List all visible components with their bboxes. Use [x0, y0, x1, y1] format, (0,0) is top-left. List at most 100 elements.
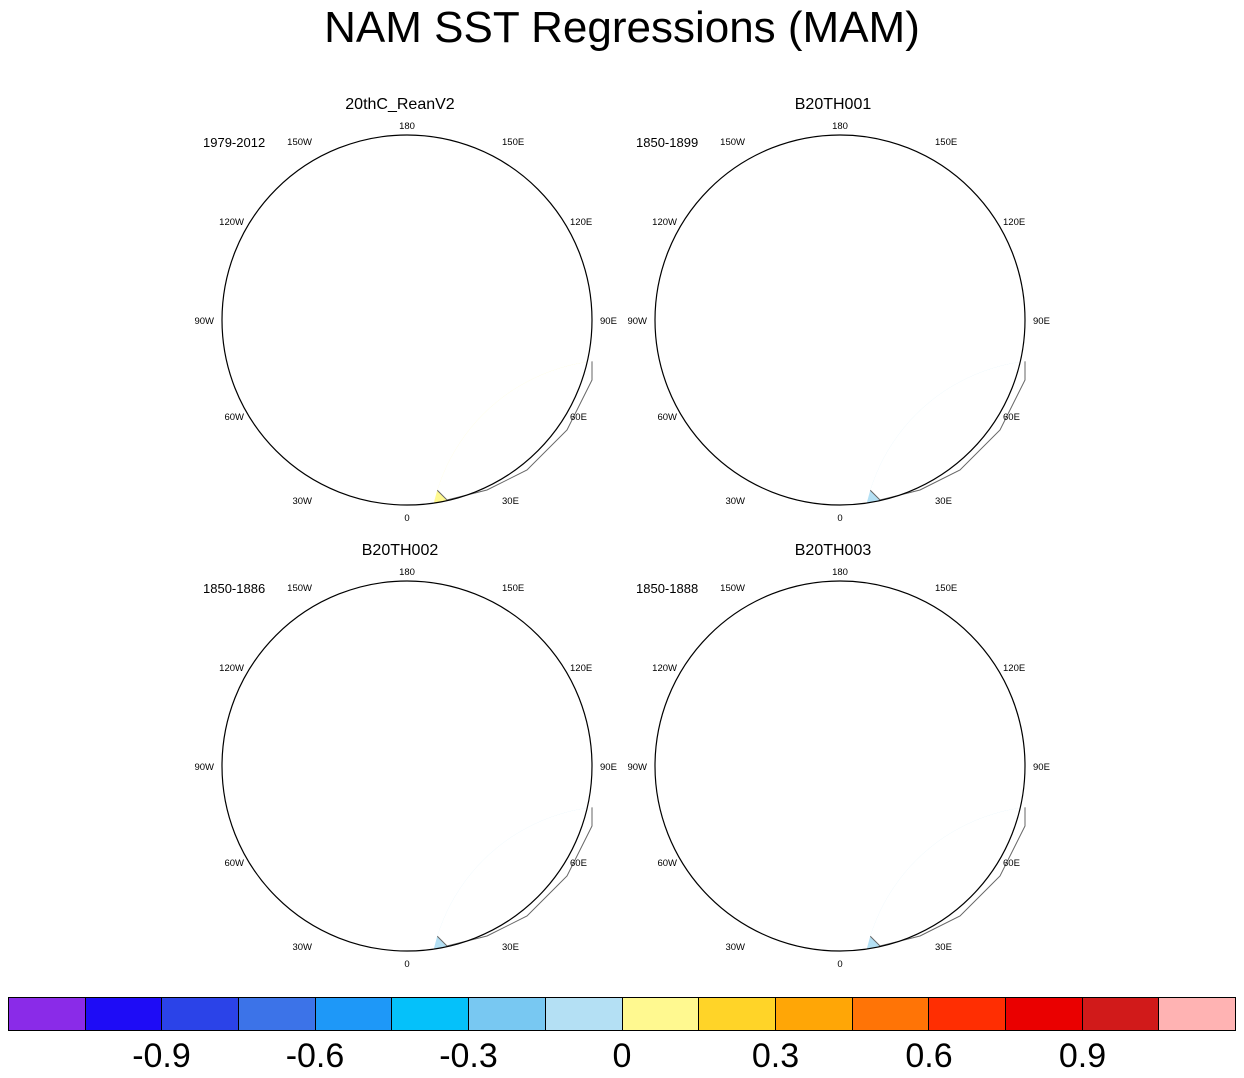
eurasia-land	[429, 360, 593, 501]
lon-label-0: 0	[837, 513, 842, 524]
north-america-land	[655, 676, 855, 816]
panel-period: 1850-1886	[203, 581, 266, 596]
pacific-anomaly-peak	[437, 200, 497, 220]
lon-label-90e: 90E	[1033, 762, 1050, 773]
map-border	[654, 580, 1026, 952]
colorbar-label: 0.9	[1058, 1037, 1107, 1075]
eurasia-land	[429, 806, 593, 947]
map-panel-1: 20thC_ReanV2 1979-2012 180 0 90W 90E 150W 150E 1…	[194, 95, 616, 524]
pacific-anomaly-core	[770, 165, 950, 225]
pacific-anomaly-core	[337, 611, 517, 671]
lon-label-150w: 150W	[720, 583, 745, 594]
colorbar-label: -0.3	[439, 1037, 498, 1075]
lon-label-180: 180	[832, 567, 848, 578]
lon-label-120w: 120W	[219, 663, 244, 674]
greenland-land	[429, 806, 468, 857]
colorbar-label: -0.6	[285, 1037, 345, 1075]
atlantic-positive	[197, 772, 356, 900]
lon-label-150e: 150E	[935, 583, 957, 594]
atlantic-positive	[630, 772, 789, 900]
atlantic-negative	[317, 386, 377, 414]
pacific-anomaly-peak	[352, 618, 462, 658]
eurasia-land	[862, 360, 1026, 501]
panel-title: B20TH003	[794, 542, 872, 559]
lon-label-30e: 30E	[502, 496, 519, 507]
lon-label-30w: 30W	[292, 942, 312, 953]
lon-label-90e: 90E	[1033, 316, 1050, 327]
colorbar-label: 0.6	[905, 1037, 953, 1075]
lon-label-60e: 60E	[570, 412, 587, 423]
lon-label-60w: 60W	[657, 858, 677, 869]
atlantic-negative	[317, 832, 377, 860]
colorbar-swatch	[929, 998, 1006, 1030]
polar-map: 180 0 90W 90E 150W 150E 120W 120E 60W 60E 30W 30E	[627, 121, 1049, 524]
north-america-land	[222, 230, 422, 370]
colorbar-label: 0.3	[751, 1037, 800, 1075]
polar-map: 180 0 90W 90E 150W 150E 120W 120E 60W 60E 30W 30E	[194, 567, 616, 970]
lon-label-60w: 60W	[224, 858, 244, 869]
colorbar-swatch	[699, 998, 776, 1030]
lon-label-90e: 90E	[600, 316, 617, 327]
north-america-land	[222, 676, 422, 816]
lon-label-120w: 120W	[652, 217, 677, 228]
lon-label-60e: 60E	[570, 858, 587, 869]
kuroshio-peak	[460, 657, 504, 675]
lon-label-60w: 60W	[224, 412, 244, 423]
panel-period: 1979-2012	[203, 135, 266, 150]
lon-label-30e: 30E	[502, 942, 519, 953]
colorbar-swatch	[469, 998, 546, 1030]
colorbar	[8, 997, 1236, 1031]
pacific-anomaly-core	[337, 165, 517, 225]
lon-label-60e: 60E	[1003, 858, 1020, 869]
map-panel-3: B20TH002 1850-1886 180 0 90W 90E 150W 150E 120W 1…	[194, 541, 616, 970]
colorbar-label: -0.9	[132, 1037, 191, 1075]
colorbar-swatch	[1159, 998, 1235, 1030]
map-border	[221, 134, 593, 506]
lon-label-30w: 30W	[725, 942, 745, 953]
lon-label-0: 0	[404, 513, 409, 524]
panel-period: 1850-1899	[636, 135, 699, 150]
figure-title: NAM SST Regressions (MAM)	[324, 3, 920, 52]
atlantic-positive	[630, 326, 789, 454]
colorbar-swatch	[85, 998, 163, 1030]
lon-label-30e: 30E	[935, 496, 952, 507]
lon-label-120e: 120E	[570, 663, 592, 674]
kuroshio-peak	[893, 211, 937, 229]
atlantic-positive	[197, 326, 356, 454]
lon-label-150w: 150W	[720, 137, 745, 148]
lon-label-30e: 30E	[935, 942, 952, 953]
atlantic-negative	[750, 386, 810, 414]
lon-label-150w: 150W	[287, 137, 312, 148]
arctic-ocean	[862, 806, 896, 827]
map-panel-4: B20TH003 1850-1888 180 0 90W 90E 150W 150E 120W 1…	[627, 541, 1049, 970]
lon-label-150e: 150E	[502, 137, 524, 148]
lon-label-150w: 150W	[287, 583, 312, 594]
panel-title: B20TH002	[361, 542, 439, 559]
map-border	[221, 580, 593, 952]
panel-title: B20TH001	[794, 96, 872, 113]
map-panel-2: B20TH001 1850-1899 180 0 90W 90E 150W 150E 120W 1…	[627, 95, 1049, 524]
lon-label-180: 180	[399, 567, 415, 578]
pacific-anomaly	[327, 601, 567, 691]
pacific-anomaly	[327, 155, 567, 245]
colorbar-swatch	[545, 998, 623, 1030]
pacific-anomaly-peak	[785, 618, 895, 658]
lon-label-150e: 150E	[502, 583, 524, 594]
polar-map: 180 0 90W 90E 150W 150E 120W 120E 60W 60E 30W 30E	[627, 567, 1049, 970]
colorbar-swatch	[239, 998, 316, 1030]
panel-period: 1850-1888	[636, 581, 699, 596]
lon-label-90w: 90W	[194, 316, 214, 327]
lon-label-60e: 60E	[1003, 412, 1020, 423]
greenland-land	[862, 360, 901, 411]
polar-map: 180 0 90W 90E 150W 150E 120W 120E 60W 60E 30W 30E	[194, 121, 616, 524]
colorbar-swatch	[392, 998, 470, 1030]
north-america-land	[655, 230, 855, 370]
lon-label-60w: 60W	[657, 412, 677, 423]
atlantic-negative	[750, 832, 810, 860]
arctic-ocean	[429, 360, 463, 381]
lon-label-90e: 90E	[600, 762, 617, 773]
lon-label-120e: 120E	[1003, 663, 1025, 674]
colorbar-swatch	[162, 998, 240, 1030]
lon-label-0: 0	[404, 959, 409, 970]
colorbar-swatch	[622, 998, 700, 1030]
